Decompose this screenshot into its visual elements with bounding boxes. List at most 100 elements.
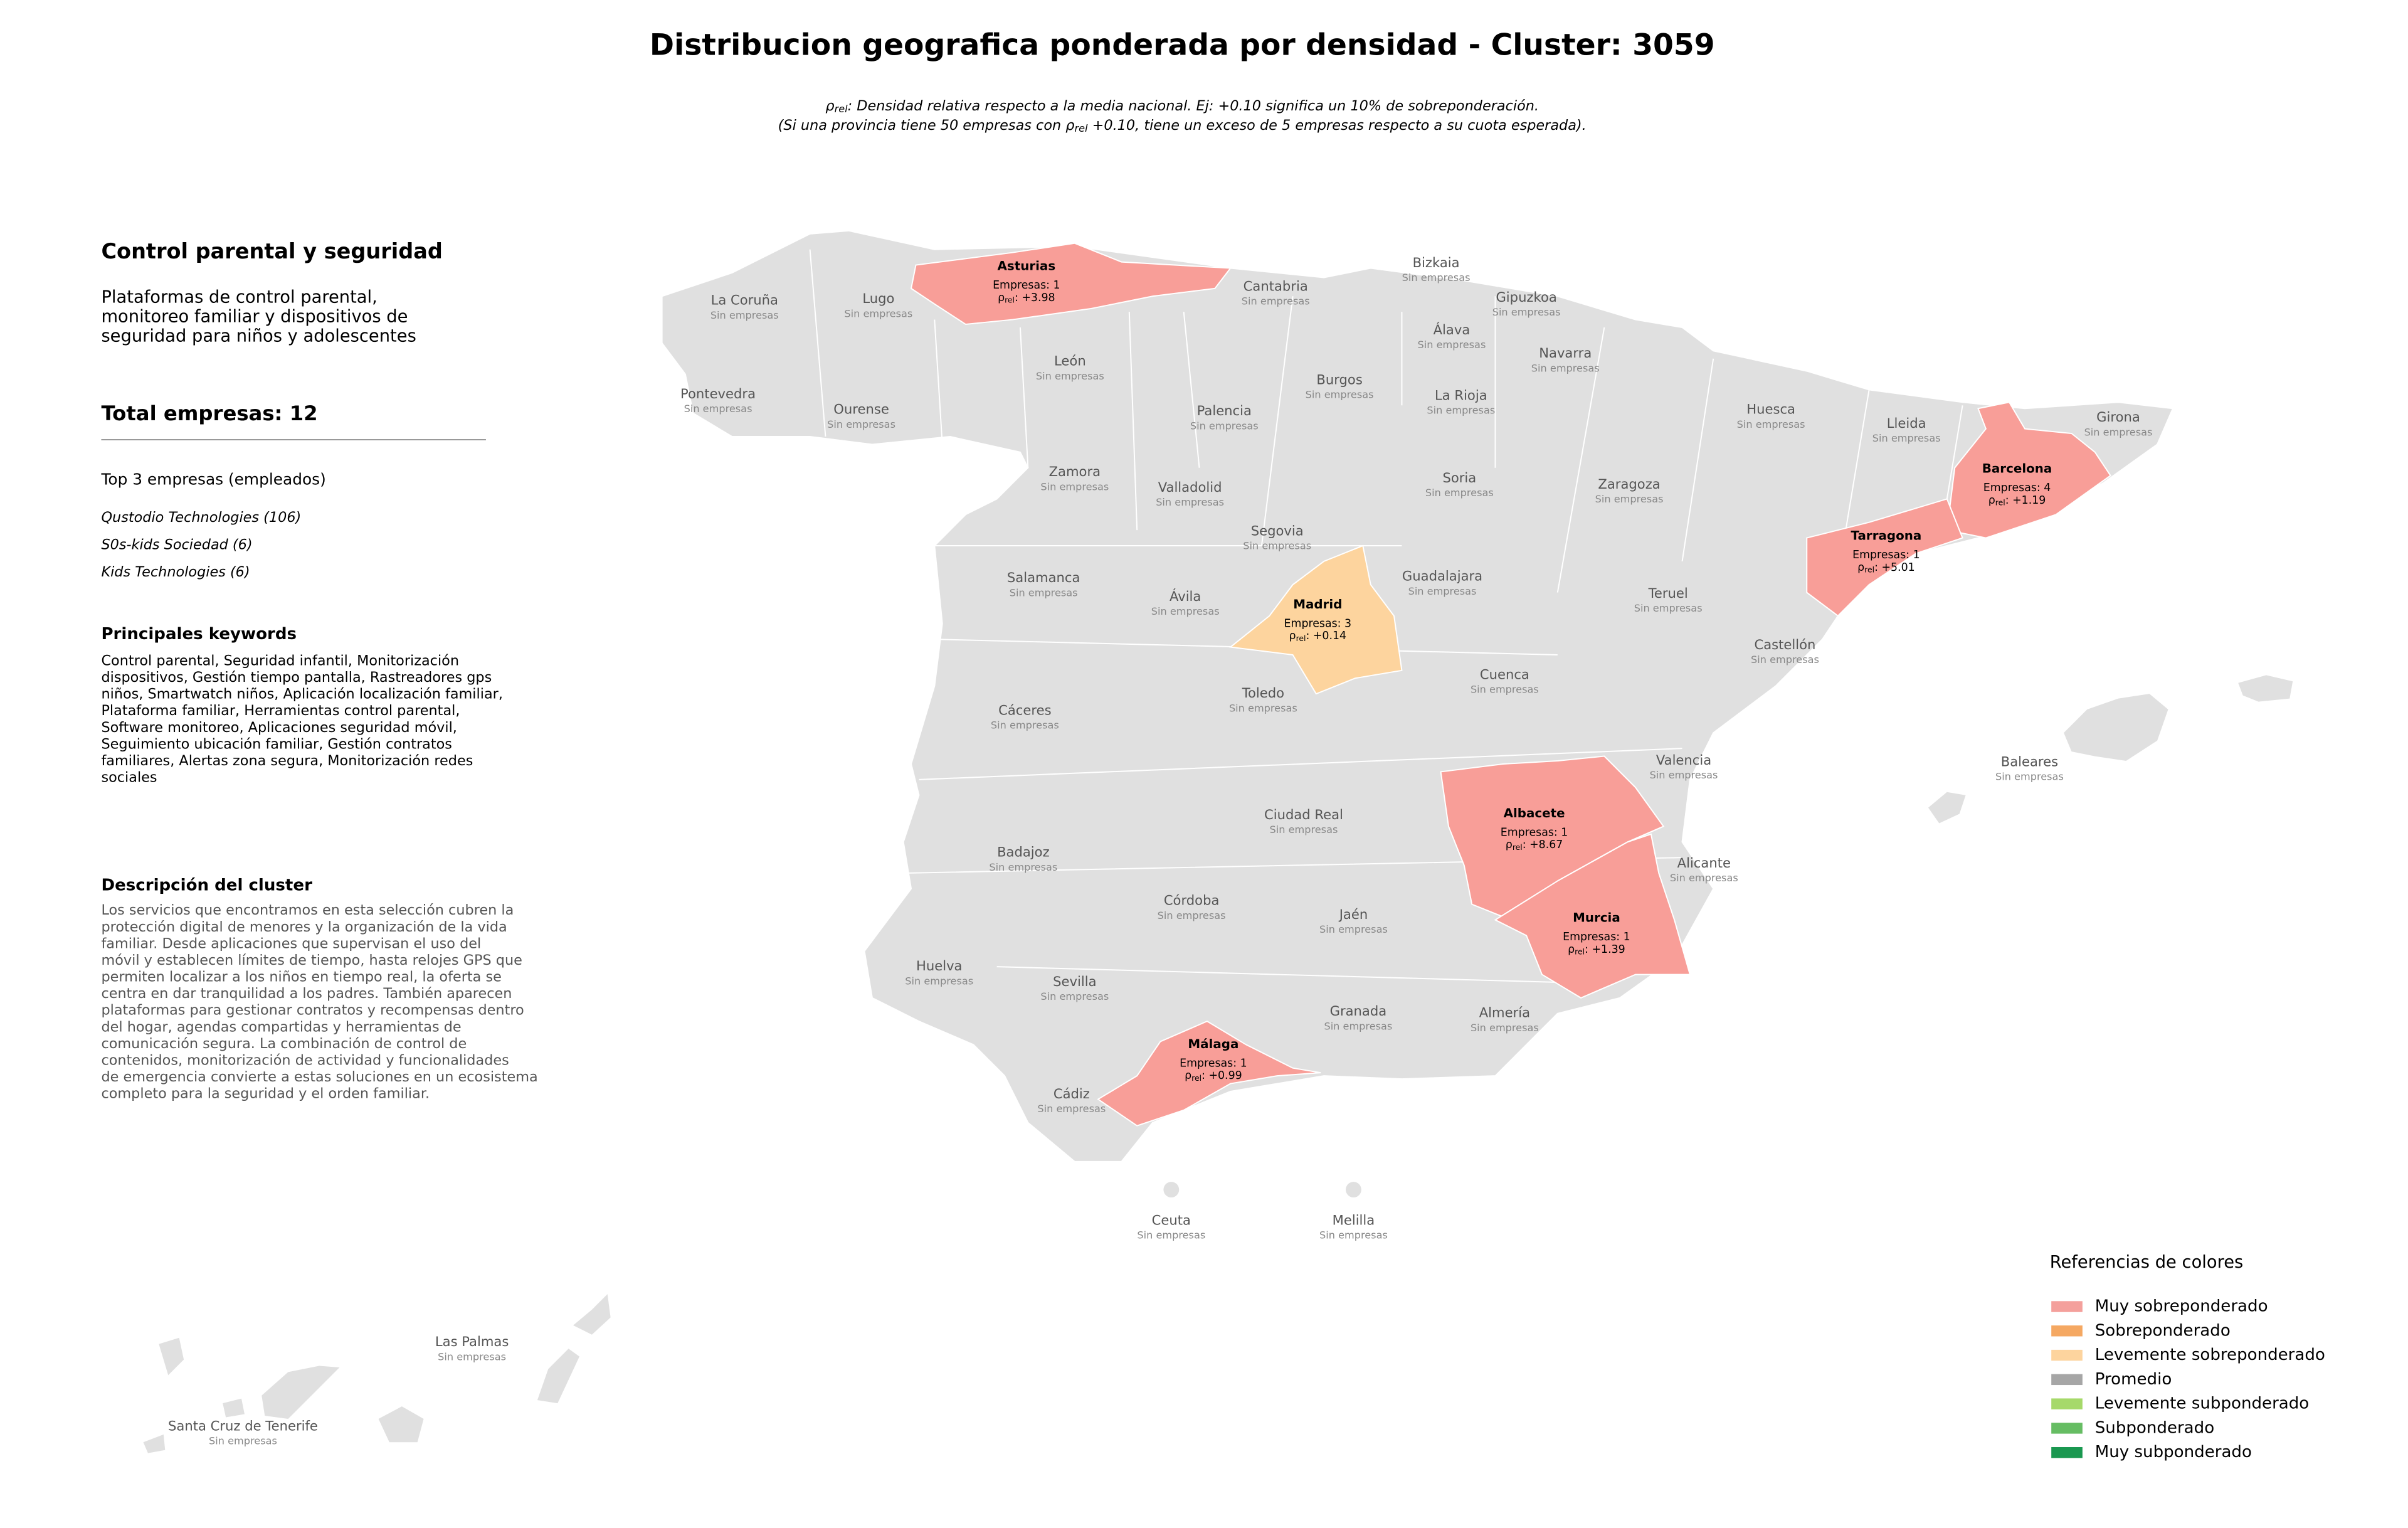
province-status: Sin empresas (1471, 1022, 1539, 1034)
province-status: Sin empresas (1190, 420, 1259, 432)
province-status: Sin empresas (1037, 1103, 1106, 1115)
province-density: ρrel: +8.67 (1506, 839, 1563, 851)
province-companies: Empresas: 1 (1852, 549, 1920, 561)
province-name: León (1054, 353, 1086, 369)
legend-swatch (2051, 1374, 2083, 1386)
cluster-text: protección digital de menores y la organ… (101, 919, 507, 935)
province-name: Asturias (998, 259, 1056, 273)
province-name: Ciudad Real (1264, 807, 1343, 822)
subscript: rel (1296, 633, 1306, 642)
province-name: Guadalajara (1402, 568, 1482, 584)
province-name: Alicante (1677, 855, 1731, 871)
province-status: Sin empresas (1158, 910, 1226, 921)
legend-label: Muy subponderado (2095, 1443, 2252, 1462)
province-status: Sin empresas (1408, 585, 1477, 597)
legend-swatch (2051, 1301, 2083, 1312)
province-highlight (1806, 498, 1963, 617)
ceuta (1163, 1182, 1180, 1198)
province-name: Lleida (1887, 415, 1926, 431)
subscript: rel (1864, 565, 1874, 574)
legend: Referencias de colores Muy sobreponderado… (2050, 1253, 2325, 1462)
province-name: Albacete (1504, 806, 1565, 820)
province-companies: Empresas: 3 (1284, 617, 1352, 630)
keywords-text: sociales (101, 770, 157, 786)
density-text: : +0.99 (1201, 1069, 1242, 1082)
province-name: Girona (2096, 409, 2140, 425)
cluster-text: comunicación segura. La combinación de c… (101, 1036, 467, 1052)
province-status: Sin empresas (1243, 540, 1311, 552)
province-name: Barcelona (1982, 462, 2052, 476)
province-companies: Empresas: 1 (993, 279, 1060, 292)
keywords-text: niños, Smartwatch niños, Aplicación loca… (101, 686, 503, 703)
note-text: ρ (825, 98, 834, 114)
density-text: ρ (1568, 943, 1575, 956)
legend-swatch (2051, 1325, 2083, 1337)
province-status: Sin empresas (827, 418, 895, 430)
province-name: Gipuzkoa (1496, 289, 1556, 305)
province-name: Melilla (1333, 1212, 1375, 1228)
province-labels: La Coruña Sin empresas Lugo Sin empresas Ast… (168, 255, 2152, 1446)
subscript: rel (1513, 842, 1523, 851)
province-status: Sin empresas (1492, 306, 1561, 318)
province-name: Badajoz (997, 844, 1050, 860)
province-name: Huesca (1746, 401, 1795, 417)
province-name: Cádiz (1054, 1086, 1090, 1101)
province-status: Sin empresas (1137, 1229, 1205, 1241)
province-name: La Coruña (711, 292, 778, 308)
province-status: Sin empresas (991, 719, 1059, 731)
province-status: Sin empresas (1319, 923, 1388, 935)
province-name: Bizkaia (1413, 255, 1460, 270)
province-name: Castellón (1755, 637, 1816, 652)
province-status: Sin empresas (1319, 1229, 1388, 1241)
legend-swatch (2051, 1398, 2083, 1409)
subscript: rel (1575, 947, 1585, 956)
province-name: Las Palmas (435, 1334, 509, 1349)
province-name: Toledo (1242, 685, 1284, 701)
panel-description: Plataformas de control parental, (101, 287, 377, 307)
province-name: Cuenca (1480, 666, 1529, 682)
province-status: Sin empresas (1229, 702, 1297, 714)
province-name: Granada (1330, 1003, 1387, 1019)
subscript: rel (1995, 497, 2005, 507)
cluster-text: plataformas para gestionar contratos y r… (101, 1002, 524, 1019)
province-status: Sin empresas (1531, 362, 1600, 374)
panel-description: seguridad para niños y adolescentes (101, 326, 416, 346)
province-status: Sin empresas (209, 1435, 277, 1447)
density-text: ρ (998, 292, 1005, 304)
density-text: : +8.67 (1523, 839, 1563, 851)
province-name: Álava (1434, 322, 1471, 337)
density-text: ρ (1289, 630, 1296, 642)
province-name: Valladolid (1158, 479, 1222, 495)
legend-label: Promedio (2095, 1370, 2172, 1389)
province-name: Navarra (1539, 345, 1592, 361)
legend-label: Subponderado (2095, 1418, 2214, 1437)
province-status: Sin empresas (1151, 605, 1220, 617)
province-status: Sin empresas (1427, 404, 1495, 416)
top-company: S0s-kids Sociedad (6) (101, 536, 252, 553)
top-company: Kids Technologies (6) (101, 564, 250, 580)
province-status: Sin empresas (989, 861, 1057, 873)
subscript: rel (1074, 122, 1088, 134)
province-status: Sin empresas (1634, 602, 1703, 614)
note-text: : Densidad relativa respecto a la media … (848, 98, 1539, 114)
density-text: : +1.39 (1585, 943, 1625, 956)
province-companies: Empresas: 1 (1501, 826, 1568, 839)
province-status: Sin empresas (1872, 432, 1941, 444)
ibiza (1928, 792, 1966, 824)
province-status: Sin empresas (1595, 493, 1664, 505)
province-name: Valencia (1656, 752, 1711, 768)
legend-label: Sobreponderado (2095, 1321, 2231, 1340)
province-name: Ávila (1170, 588, 1201, 604)
province-status: Sin empresas (1324, 1020, 1392, 1032)
cluster-title: Descripción del cluster (101, 876, 312, 894)
canarias (143, 1294, 611, 1453)
keywords-text: Seguimiento ubicación familiar, Gestión … (101, 736, 452, 752)
province-name: Murcia (1573, 911, 1620, 925)
province-status: Sin empresas (710, 309, 779, 321)
province-status: Sin empresas (905, 975, 973, 987)
legend-label: Muy sobreponderado (2095, 1297, 2268, 1316)
province-companies: Empresas: 1 (1563, 931, 1630, 943)
province-name: Soria (1442, 470, 1476, 485)
province-status: Sin empresas (1751, 654, 1819, 666)
